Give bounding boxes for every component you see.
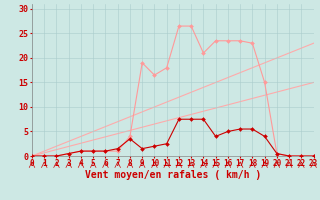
X-axis label: Vent moyen/en rafales ( km/h ): Vent moyen/en rafales ( km/h ) [85, 170, 261, 180]
